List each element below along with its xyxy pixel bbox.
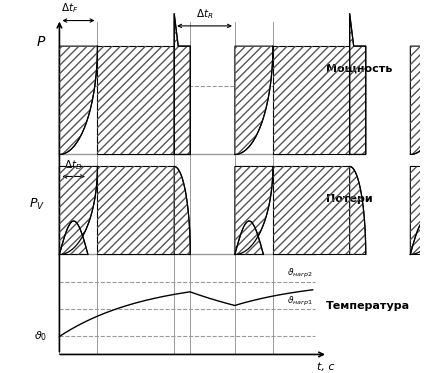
Polygon shape — [350, 14, 366, 154]
Polygon shape — [350, 166, 366, 254]
Polygon shape — [410, 221, 430, 254]
Polygon shape — [410, 166, 430, 254]
Polygon shape — [174, 14, 190, 154]
Text: Потери: Потери — [326, 194, 372, 204]
Polygon shape — [98, 46, 174, 154]
Text: $\Delta t_F$: $\Delta t_F$ — [61, 1, 78, 15]
Text: $P_V$: $P_V$ — [29, 197, 45, 212]
Polygon shape — [59, 46, 98, 154]
Polygon shape — [235, 166, 273, 254]
Text: Температура: Температура — [326, 301, 410, 311]
Polygon shape — [410, 46, 430, 154]
Polygon shape — [59, 221, 88, 254]
Polygon shape — [235, 46, 273, 154]
Text: $\vartheta_0$: $\vartheta_0$ — [34, 330, 47, 344]
Text: $\Delta t_R$: $\Delta t_R$ — [196, 7, 213, 21]
Polygon shape — [59, 166, 98, 254]
Text: Мощность: Мощность — [326, 63, 392, 73]
Text: P: P — [37, 35, 45, 49]
Polygon shape — [235, 221, 264, 254]
Polygon shape — [98, 166, 174, 254]
Text: $\vartheta_{нагр1}$: $\vartheta_{нагр1}$ — [287, 295, 313, 308]
Text: $\vartheta_{нагр2}$: $\vartheta_{нагр2}$ — [287, 267, 313, 280]
Polygon shape — [273, 166, 350, 254]
Polygon shape — [273, 46, 350, 154]
Polygon shape — [174, 166, 190, 254]
Text: t, с: t, с — [317, 362, 335, 372]
Text: $\Delta t_D$: $\Delta t_D$ — [64, 159, 83, 172]
